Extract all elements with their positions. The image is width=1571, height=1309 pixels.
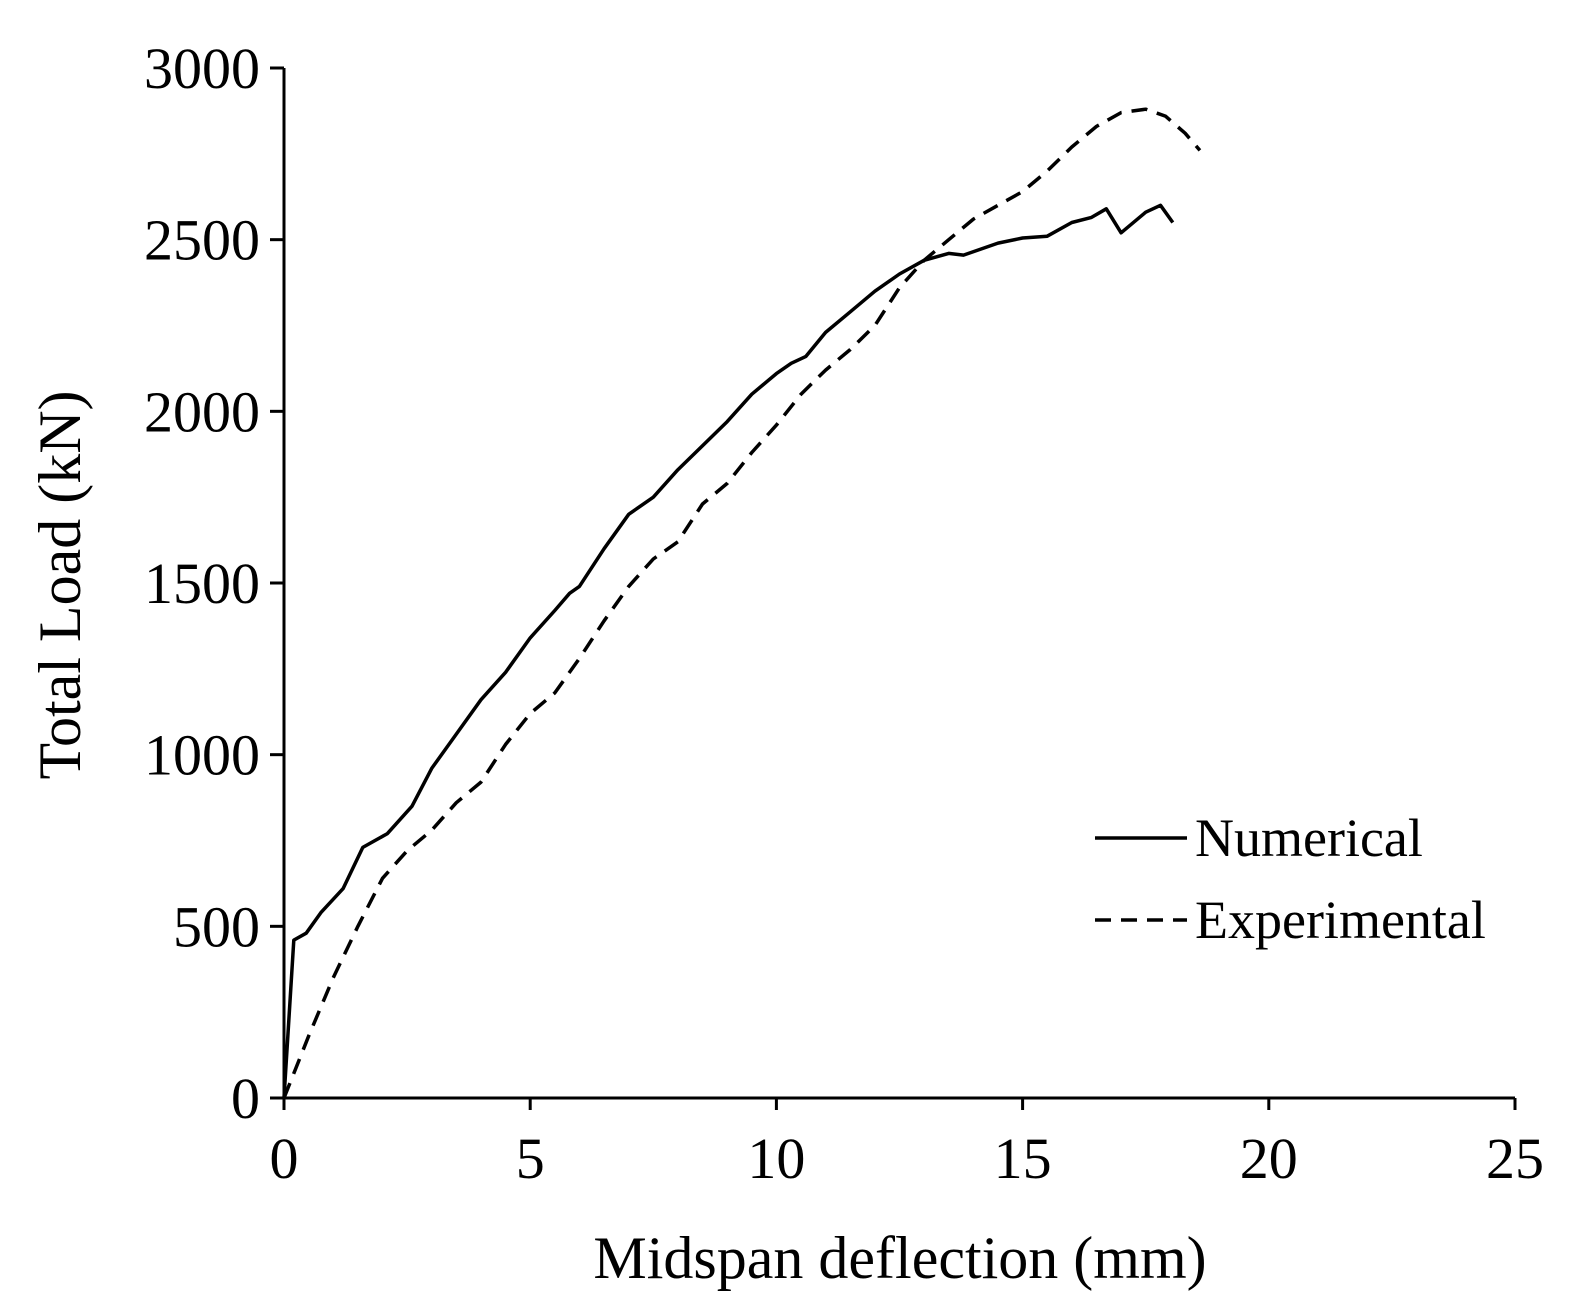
- legend-label-experimental: Experimental: [1195, 890, 1486, 950]
- x-axis-title: Midspan deflection (mm): [593, 1225, 1206, 1291]
- legend: Numerical Experimental: [1095, 808, 1486, 950]
- y-tick-label: 500: [173, 894, 260, 959]
- series-line-numerical: [282, 203, 1175, 1099]
- x-tick-label: 0: [270, 1126, 299, 1191]
- x-tick-label: 20: [1240, 1126, 1298, 1191]
- x-tick-label: 25: [1486, 1126, 1544, 1191]
- series-line-experimental: [282, 107, 1202, 1099]
- y-tick-label: 0: [231, 1066, 260, 1131]
- series: [282, 107, 1202, 1099]
- x-tick-label: 5: [516, 1126, 545, 1191]
- x-tick-label: 10: [747, 1126, 805, 1191]
- y-axis-title: Total Load (kN): [27, 390, 93, 779]
- y-tick-label: 3000: [144, 36, 260, 101]
- ticks: 0 5 10 15 20 25 0 500 1000 1500 2000 2500 3000: [144, 36, 1544, 1191]
- x-tick-label: 15: [994, 1126, 1052, 1191]
- y-tick-label: 1000: [144, 723, 260, 788]
- y-tick-label: 1500: [144, 551, 260, 616]
- y-tick-label: 2500: [144, 208, 260, 273]
- legend-label-numerical: Numerical: [1195, 808, 1423, 868]
- y-tick-label: 2000: [144, 379, 260, 444]
